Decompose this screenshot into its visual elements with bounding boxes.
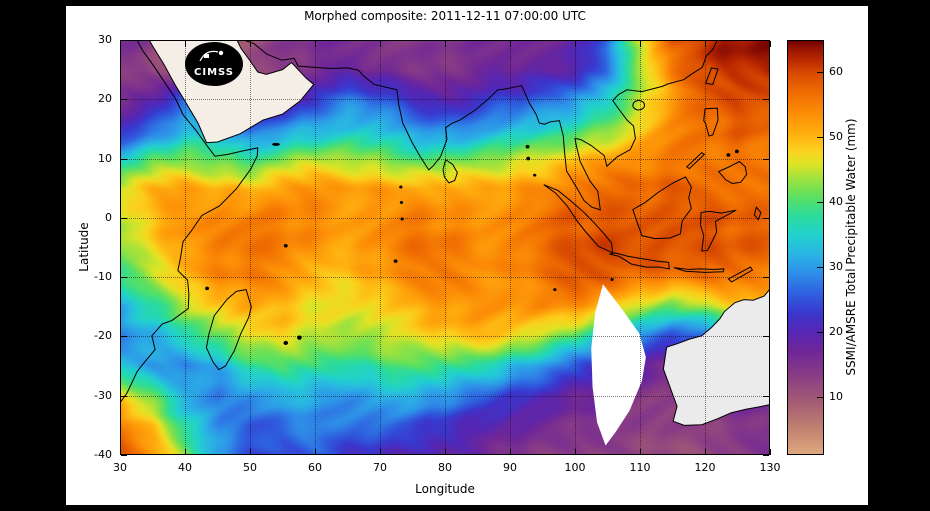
y-tick-label: 10 <box>98 151 112 165</box>
x-tick-label: 120 <box>694 461 716 474</box>
satellite-body-icon <box>204 54 209 58</box>
coastline-sulawesi <box>700 210 736 251</box>
x-axis-label: Longitude <box>415 482 475 496</box>
y-tick-label: -10 <box>94 270 112 284</box>
coastline-asia <box>244 40 718 210</box>
x-tick-label: 50 <box>243 461 257 474</box>
y-tick-label: 0 <box>105 210 112 224</box>
coastline-mindanao <box>719 162 747 184</box>
plot-title: Morphed composite: 2011-12-11 07:00:00 U… <box>304 9 586 23</box>
island-dots <box>205 142 739 346</box>
satellite-orbit-icon <box>199 50 219 62</box>
y-tick-label: -40 <box>94 448 112 461</box>
coastline-sri-lanka <box>443 160 457 183</box>
colorbar-label: SSMI/AMSRE Total Precipitable Water (mm) <box>844 118 858 376</box>
x-tick-label: 80 <box>438 461 452 474</box>
colorbar-tick-label: 20 <box>829 324 843 338</box>
y-tick-label: -30 <box>94 388 112 402</box>
map-overlay <box>120 40 770 446</box>
x-tick-label: 60 <box>308 461 322 474</box>
x-tick-label: 90 <box>503 461 517 474</box>
colorbar <box>787 40 824 455</box>
colorbar-tick-label: 10 <box>829 389 843 403</box>
coastline-sumatra <box>544 185 613 253</box>
coastline-java <box>609 253 669 269</box>
colorbar-tick-label: 50 <box>829 130 843 144</box>
x-tick-label: 130 <box>759 461 781 474</box>
satellite-icon <box>218 50 224 56</box>
x-tick-label: 100 <box>564 461 586 474</box>
coastline-timor <box>728 267 752 282</box>
coastline-borneo <box>633 177 692 239</box>
coastline-taiwan <box>706 68 718 85</box>
x-tick-label: 70 <box>373 461 387 474</box>
coastline-luzon <box>704 108 718 136</box>
x-tick-label: 30 <box>113 461 127 474</box>
missing-data-swath <box>591 284 646 446</box>
y-tick-label: 20 <box>98 92 112 106</box>
x-tick-label: 40 <box>178 461 192 474</box>
cimss-logo-text: CIMSS <box>194 67 234 78</box>
coastline-madagascar <box>206 290 251 370</box>
cimss-logo: CIMSS <box>184 41 244 87</box>
coastline-palawan <box>687 153 705 169</box>
y-tick-label: 30 <box>98 33 112 46</box>
cimss-logo-graphic: CIMSS <box>185 42 243 86</box>
coastline-lesser-sunda <box>674 268 724 273</box>
coastline-hainan <box>633 100 645 109</box>
colorbar-tick-label: 30 <box>829 259 843 273</box>
coastline-halmahera <box>754 207 761 219</box>
colorbar-tick-label: 60 <box>829 65 843 79</box>
x-tick-label: 110 <box>629 461 651 474</box>
y-tick-label: -20 <box>94 329 112 343</box>
landmass-australia <box>663 289 770 425</box>
colorbar-tick-label: 40 <box>829 195 843 209</box>
